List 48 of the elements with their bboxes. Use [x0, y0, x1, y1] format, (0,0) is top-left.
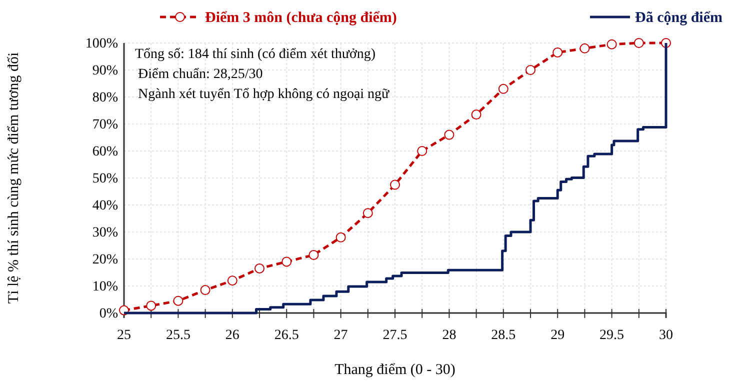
x-tick-label: 26 — [225, 328, 240, 344]
x-tick-label: 25.5 — [166, 328, 190, 344]
legend-label: Điểm 3 môn (chưa cộng điểm) — [205, 10, 397, 26]
legend-label: Đã cộng điểm — [635, 10, 723, 26]
point — [417, 146, 428, 156]
annotation: Điểm chuẩn: 28,25/30 — [138, 67, 263, 82]
x-tick-label: 30 — [659, 328, 673, 344]
point — [444, 130, 454, 140]
point — [282, 256, 292, 267]
point — [173, 296, 184, 306]
point — [336, 232, 346, 242]
y-tick-label: 60% — [92, 144, 118, 160]
x-tick-label: 29 — [550, 328, 565, 344]
point — [254, 263, 264, 274]
y-tick-label: 100% — [85, 36, 118, 52]
x-tick-label: 28.5 — [491, 328, 516, 344]
point — [526, 65, 536, 75]
annotation: Ngành xét tuyển Tổ hợp không có ngoại ngữ — [138, 87, 390, 102]
point — [580, 43, 590, 54]
point — [606, 39, 617, 50]
point — [362, 208, 373, 218]
y-tick-label: 30% — [92, 225, 118, 240]
point — [308, 250, 319, 260]
y-tick-label: 50% — [92, 171, 118, 186]
point — [390, 180, 400, 190]
y-tick-label: 40% — [92, 198, 118, 214]
y-tick-label: 10% — [92, 279, 118, 294]
point — [498, 84, 508, 94]
annotation: Tổng số: 184 thí sinh (có điểm xét thưởng) — [135, 47, 376, 62]
x-axis-title: Thang điểm (0 - 30) — [334, 362, 456, 378]
point — [634, 38, 644, 48]
point — [146, 300, 156, 311]
x-tick-label: 27.5 — [382, 328, 408, 344]
x-tick-label: 26.5 — [274, 328, 299, 344]
y-axis-title: Tỉ lệ % thí sinh cùng mức điểm tương đối — [6, 52, 22, 304]
y-tick-label: 70% — [92, 117, 118, 132]
y-tick-label: 80% — [92, 90, 118, 106]
x-tick-label: 27 — [334, 328, 348, 344]
y-tick-label: 90% — [92, 63, 118, 78]
y-tick-label: 20% — [92, 252, 118, 268]
x-tick-label: 28 — [442, 328, 456, 344]
x-tick-label: 25 — [117, 328, 131, 344]
point — [227, 276, 238, 286]
point — [471, 110, 482, 120]
point — [200, 285, 210, 296]
x-tick-label: 29.5 — [600, 328, 624, 344]
y-tick-label: 0% — [99, 306, 118, 322]
point — [552, 47, 563, 58]
